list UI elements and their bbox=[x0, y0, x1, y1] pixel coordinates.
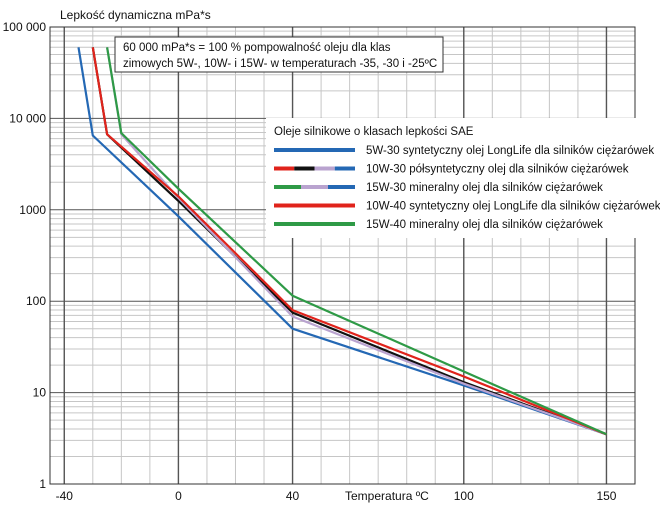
legend-label-0: 5W-30 syntetyczny olej LongLife dla siln… bbox=[366, 145, 654, 157]
annotation-box: 60 000 mPa*s = 100 % pompowalność oleju … bbox=[114, 36, 444, 73]
legend-title: Oleje silnikowe o klasach lepkości SAE bbox=[274, 126, 474, 138]
legend-background bbox=[266, 118, 641, 238]
x-axis-label-bg bbox=[338, 487, 438, 505]
legend: Oleje silnikowe o klasach lepkości SAE 5… bbox=[266, 118, 660, 238]
y-tick-label: 100 000 bbox=[3, 20, 47, 34]
series-line-4 bbox=[106, 47, 607, 436]
legend-label-3: 10W-40 syntetyczny olej LongLife dla sil… bbox=[366, 201, 660, 213]
y-tick-label: 100 bbox=[26, 294, 46, 308]
plot-frame bbox=[49, 26, 636, 485]
series-line-3 bbox=[91, 47, 607, 436]
legend-label-1: 10W-30 półsyntetyczny olej dla silników … bbox=[366, 164, 629, 176]
legend-items: 5W-30 syntetyczny olej LongLife dla siln… bbox=[274, 145, 660, 231]
annotation-line-1: 60 000 mPa*s = 100 % pompowalność oleju … bbox=[123, 42, 391, 54]
x-tick-labels: -40 0 40 100 150 bbox=[56, 489, 617, 503]
y-tick-label: 10 000 bbox=[9, 111, 46, 125]
annotation-line-2: zimowych 5W-, 10W- i 15W- w temperaturac… bbox=[123, 58, 437, 70]
plot-background bbox=[50, 27, 635, 484]
series-line-0 bbox=[77, 47, 607, 436]
y-axis-label: Lepkość dynamiczna mPa*s bbox=[60, 8, 211, 22]
x-axis-label: Temperatura ºC bbox=[345, 489, 429, 503]
y-tick-labels: 1 10 100 1000 10 000 100 000 bbox=[3, 20, 47, 491]
x-tick-label: 40 bbox=[286, 489, 300, 503]
x-tick-label: -40 bbox=[56, 489, 74, 503]
y-tick-label: 10 bbox=[33, 386, 47, 400]
y-tick-label: 1000 bbox=[19, 203, 46, 217]
series-layer bbox=[77, 47, 607, 436]
x-tick-label: 0 bbox=[175, 489, 182, 503]
x-tick-label: 150 bbox=[596, 489, 616, 503]
legend-label-2: 15W-30 mineralny olej dla silników cięża… bbox=[366, 182, 603, 194]
legend-label-4: 15W-40 mineralny olej dla silników cięża… bbox=[366, 219, 603, 231]
x-tick-label: 100 bbox=[454, 489, 474, 503]
y-tick-label: 1 bbox=[39, 477, 46, 491]
